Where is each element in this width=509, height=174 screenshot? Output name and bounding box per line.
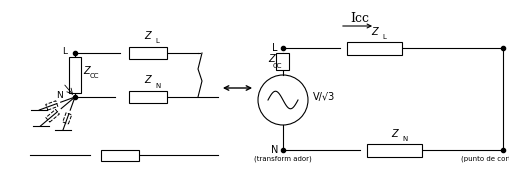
Text: N: N (56, 92, 63, 101)
Text: (transform ador): (transform ador) (254, 155, 312, 161)
Bar (348, 42, 403, 54)
Text: Z: Z (392, 129, 399, 139)
Text: Z: Z (145, 31, 151, 41)
Bar (129, 91, 167, 103)
Bar (101, 149, 139, 160)
Text: L: L (155, 38, 159, 44)
Text: N: N (155, 83, 160, 89)
Text: L: L (382, 34, 386, 40)
Text: Z: Z (83, 66, 90, 76)
Bar (129, 47, 167, 59)
Text: Icc: Icc (351, 12, 370, 25)
Text: L: L (272, 43, 278, 53)
Text: Z: Z (145, 75, 151, 85)
Bar (276, 53, 290, 70)
Text: V/√3: V/√3 (313, 92, 335, 102)
Text: Z: Z (268, 54, 275, 65)
Text: CC: CC (90, 73, 99, 79)
Text: (punto de cortocircuito): (punto de cortocircuito) (462, 155, 509, 161)
Text: CC: CC (272, 62, 282, 69)
Text: N: N (402, 136, 407, 142)
Bar (367, 144, 422, 156)
Text: N: N (271, 145, 278, 155)
Text: L: L (62, 48, 67, 57)
Bar (69, 57, 81, 93)
Text: Z: Z (372, 27, 378, 37)
